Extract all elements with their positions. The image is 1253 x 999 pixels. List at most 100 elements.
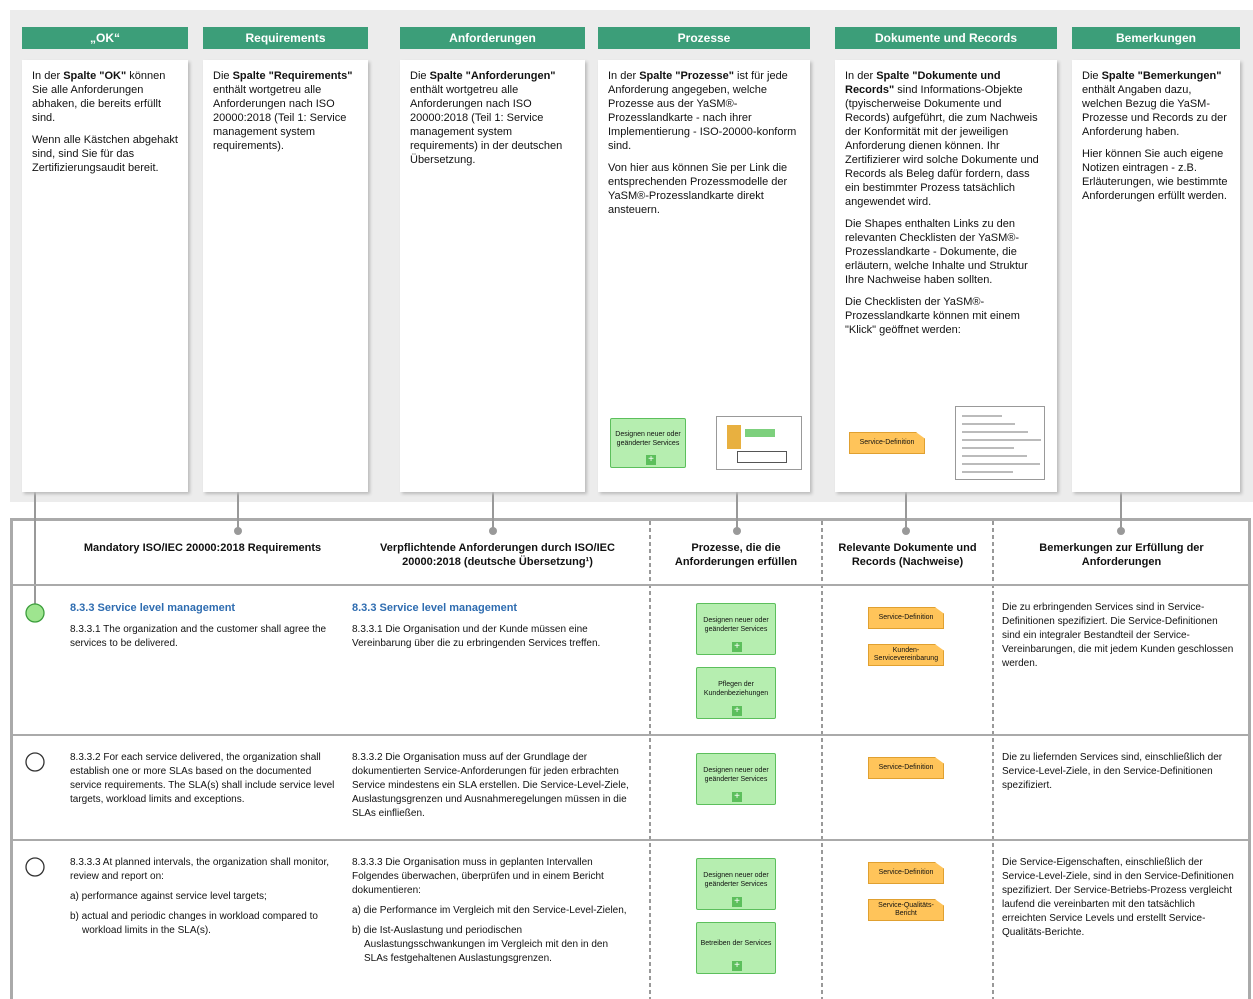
requirement-en: 8.3.3.3 At planned intervals, the organi… — [70, 856, 335, 944]
section-heading: 8.3.3 Service level management — [70, 602, 236, 614]
paragraph: Die Checklisten der YaSM®-Prozesslandkar… — [845, 295, 1047, 337]
paragraph: Wenn alle Kästchen abgehakt sind, sind S… — [32, 133, 178, 175]
text-run: Spalte "Prozesse" — [639, 70, 734, 82]
process-shape[interactable]: Betreiben der Services + — [696, 922, 776, 974]
checkbox[interactable] — [25, 857, 45, 877]
plus-icon: + — [732, 792, 742, 802]
paragraph: Die Spalte "Requirements" enthält wortge… — [213, 69, 358, 153]
text-run: enthält Angaben dazu, welchen Bezug die … — [1082, 84, 1227, 138]
text-run: Die Checklisten der YaSM®-Prozesslandkar… — [845, 296, 1020, 336]
column-header: Requirements — [203, 27, 368, 49]
column-header: Dokumente und Records — [835, 27, 1057, 49]
thumb-detail — [962, 471, 1013, 473]
text-run: Die — [1082, 70, 1102, 82]
table-header: Mandatory ISO/IEC 20000:2018 Requirement… — [83, 542, 322, 554]
process-shape[interactable]: Designen neuer oder geänderter Services + — [696, 753, 776, 805]
plus-icon: + — [732, 706, 742, 716]
column-card: In der Spalte "OK" können Sie alle Anfor… — [22, 60, 188, 492]
thumb-detail — [962, 423, 1015, 425]
process-shape[interactable]: Pflegen der Kundenbeziehungen + — [696, 667, 776, 719]
plus-icon: + — [646, 455, 656, 465]
column-card: Die Spalte "Anforderungen" enthält wortg… — [400, 60, 585, 492]
requirement-de: 8.3.3.2 Die Organisation muss auf der Gr… — [352, 751, 632, 827]
plus-icon: + — [732, 897, 742, 907]
requirement-text: 8.3.3.2 For each service delivered, the … — [70, 752, 335, 805]
thumb-detail — [962, 455, 1027, 457]
text-run: In der — [608, 70, 640, 82]
text-run: Die Shapes enthalten Links zu den releva… — [845, 218, 1028, 286]
thumb-detail — [962, 431, 1028, 433]
remark: Die Service-Eigenschaften, einschließlic… — [1002, 857, 1234, 938]
connector-dot — [234, 527, 242, 535]
table-header: Bemerkungen zur Erfüllung der Anforderun… — [1039, 542, 1204, 568]
process-shape[interactable]: Designen neuer oder geänderter Services + — [610, 418, 686, 468]
thumb-detail — [737, 451, 787, 463]
thumbnail — [716, 416, 802, 470]
document-shape[interactable]: Service-Definition — [868, 862, 944, 884]
text-run: enthält wortgetreu alle Anforderungen na… — [213, 84, 347, 152]
connector-dot — [902, 527, 910, 535]
table-header: Relevante Dokumente und Records (Nachwei… — [838, 542, 977, 568]
requirement-text: 8.3.3.1 The organization and the custome… — [70, 624, 327, 649]
connector-dot — [489, 527, 497, 535]
column-header: Anforderungen — [400, 27, 585, 49]
text-run: Spalte "Dokumente und Records" — [845, 70, 1001, 96]
requirement-text: 8.3.3.2 Die Organisation muss auf der Gr… — [352, 752, 629, 819]
document-shape[interactable]: Service-Definition — [868, 607, 944, 629]
text-run: Spalte "Requirements" — [232, 70, 353, 82]
requirement-text: b) actual and periodic changes in worklo… — [70, 911, 318, 936]
thumb-detail — [962, 415, 1002, 417]
requirement-en: 8.3.3.2 For each service delivered, the … — [70, 751, 335, 813]
checkbox[interactable] — [25, 752, 45, 772]
text-run: ist für jede Anforderung angegeben, welc… — [608, 70, 797, 152]
thumbnail — [955, 406, 1045, 480]
text-run: sind Informations-Objekte (tpyischerweis… — [845, 84, 1039, 208]
document-shape[interactable]: Service-Definition — [868, 757, 944, 779]
requirement-text: 8.3.3.3 Die Organisation muss in geplant… — [352, 857, 604, 896]
section-heading: 8.3.3 Service level management — [352, 602, 518, 614]
requirement-text: a) die Performance im Vergleich mit den … — [352, 905, 627, 916]
connector-dot — [1117, 527, 1125, 535]
document-shape[interactable]: Service-Qualitäts-Bericht — [868, 899, 944, 921]
document-shape[interactable]: Service-Definition — [849, 432, 925, 454]
text-run: Spalte "Anforderungen" — [429, 70, 556, 82]
column-header: Bemerkungen — [1072, 27, 1240, 49]
thumb-detail — [962, 439, 1041, 441]
table-header: Prozesse, die die Anforderungen erfüllen — [674, 542, 798, 568]
text-run: Von hier aus können Sie per Link die ent… — [608, 162, 788, 216]
text-run: In der — [32, 70, 64, 82]
text-run: In der — [845, 70, 877, 82]
remark: Die zu liefernden Services sind, einschl… — [1002, 752, 1223, 791]
text-run: Die — [410, 70, 430, 82]
paragraph: Von hier aus können Sie per Link die ent… — [608, 161, 800, 217]
paragraph: In der Spalte "Prozesse" ist für jede An… — [608, 69, 800, 153]
thumb-detail — [727, 425, 741, 449]
checkbox[interactable] — [25, 603, 45, 623]
requirement-en: 8.3.3 Service level management 8.3.3.1 Th… — [70, 601, 335, 657]
requirement-text: 8.3.3.1 Die Organisation und der Kunde m… — [352, 624, 601, 649]
requirement-text: b) die Ist-Auslastung und periodischen A… — [352, 925, 609, 964]
thumb-detail — [962, 447, 1014, 449]
requirement-de: 8.3.3.3 Die Organisation muss in geplant… — [352, 856, 632, 972]
plus-icon: + — [732, 642, 742, 652]
requirement-de: 8.3.3 Service level management 8.3.3.1 Di… — [352, 601, 632, 657]
paragraph: Die Spalte "Bemerkungen" enthält Angaben… — [1082, 69, 1230, 139]
remark: Die zu erbringenden Services sind in Ser… — [1002, 602, 1234, 669]
text-run: Hier können Sie auch eigene Notizen eint… — [1082, 148, 1228, 202]
text-run: Wenn alle Kästchen abgehakt sind, sind S… — [32, 134, 178, 174]
column-card: Die Spalte "Bemerkungen" enthält Angaben… — [1072, 60, 1240, 492]
column-card: Die Spalte "Requirements" enthält wortge… — [203, 60, 368, 492]
document-shape[interactable]: Kunden-Servicevereinbarung — [868, 644, 944, 666]
paragraph: In der Spalte "OK" können Sie alle Anfor… — [32, 69, 178, 125]
plus-icon: + — [732, 961, 742, 971]
paragraph: In der Spalte "Dokumente und Records" si… — [845, 69, 1047, 209]
process-shape[interactable]: Designen neuer oder geänderter Services + — [696, 858, 776, 910]
text-run: Spalte "OK" — [63, 70, 127, 82]
process-shape[interactable]: Designen neuer oder geänderter Services + — [696, 603, 776, 655]
table-header: Verpflichtende Anforderungen durch ISO/I… — [380, 542, 615, 568]
paragraph: Hier können Sie auch eigene Notizen eint… — [1082, 147, 1230, 203]
table-frame — [10, 518, 1251, 999]
text-run: Die — [213, 70, 233, 82]
thumb-detail — [962, 463, 1040, 465]
